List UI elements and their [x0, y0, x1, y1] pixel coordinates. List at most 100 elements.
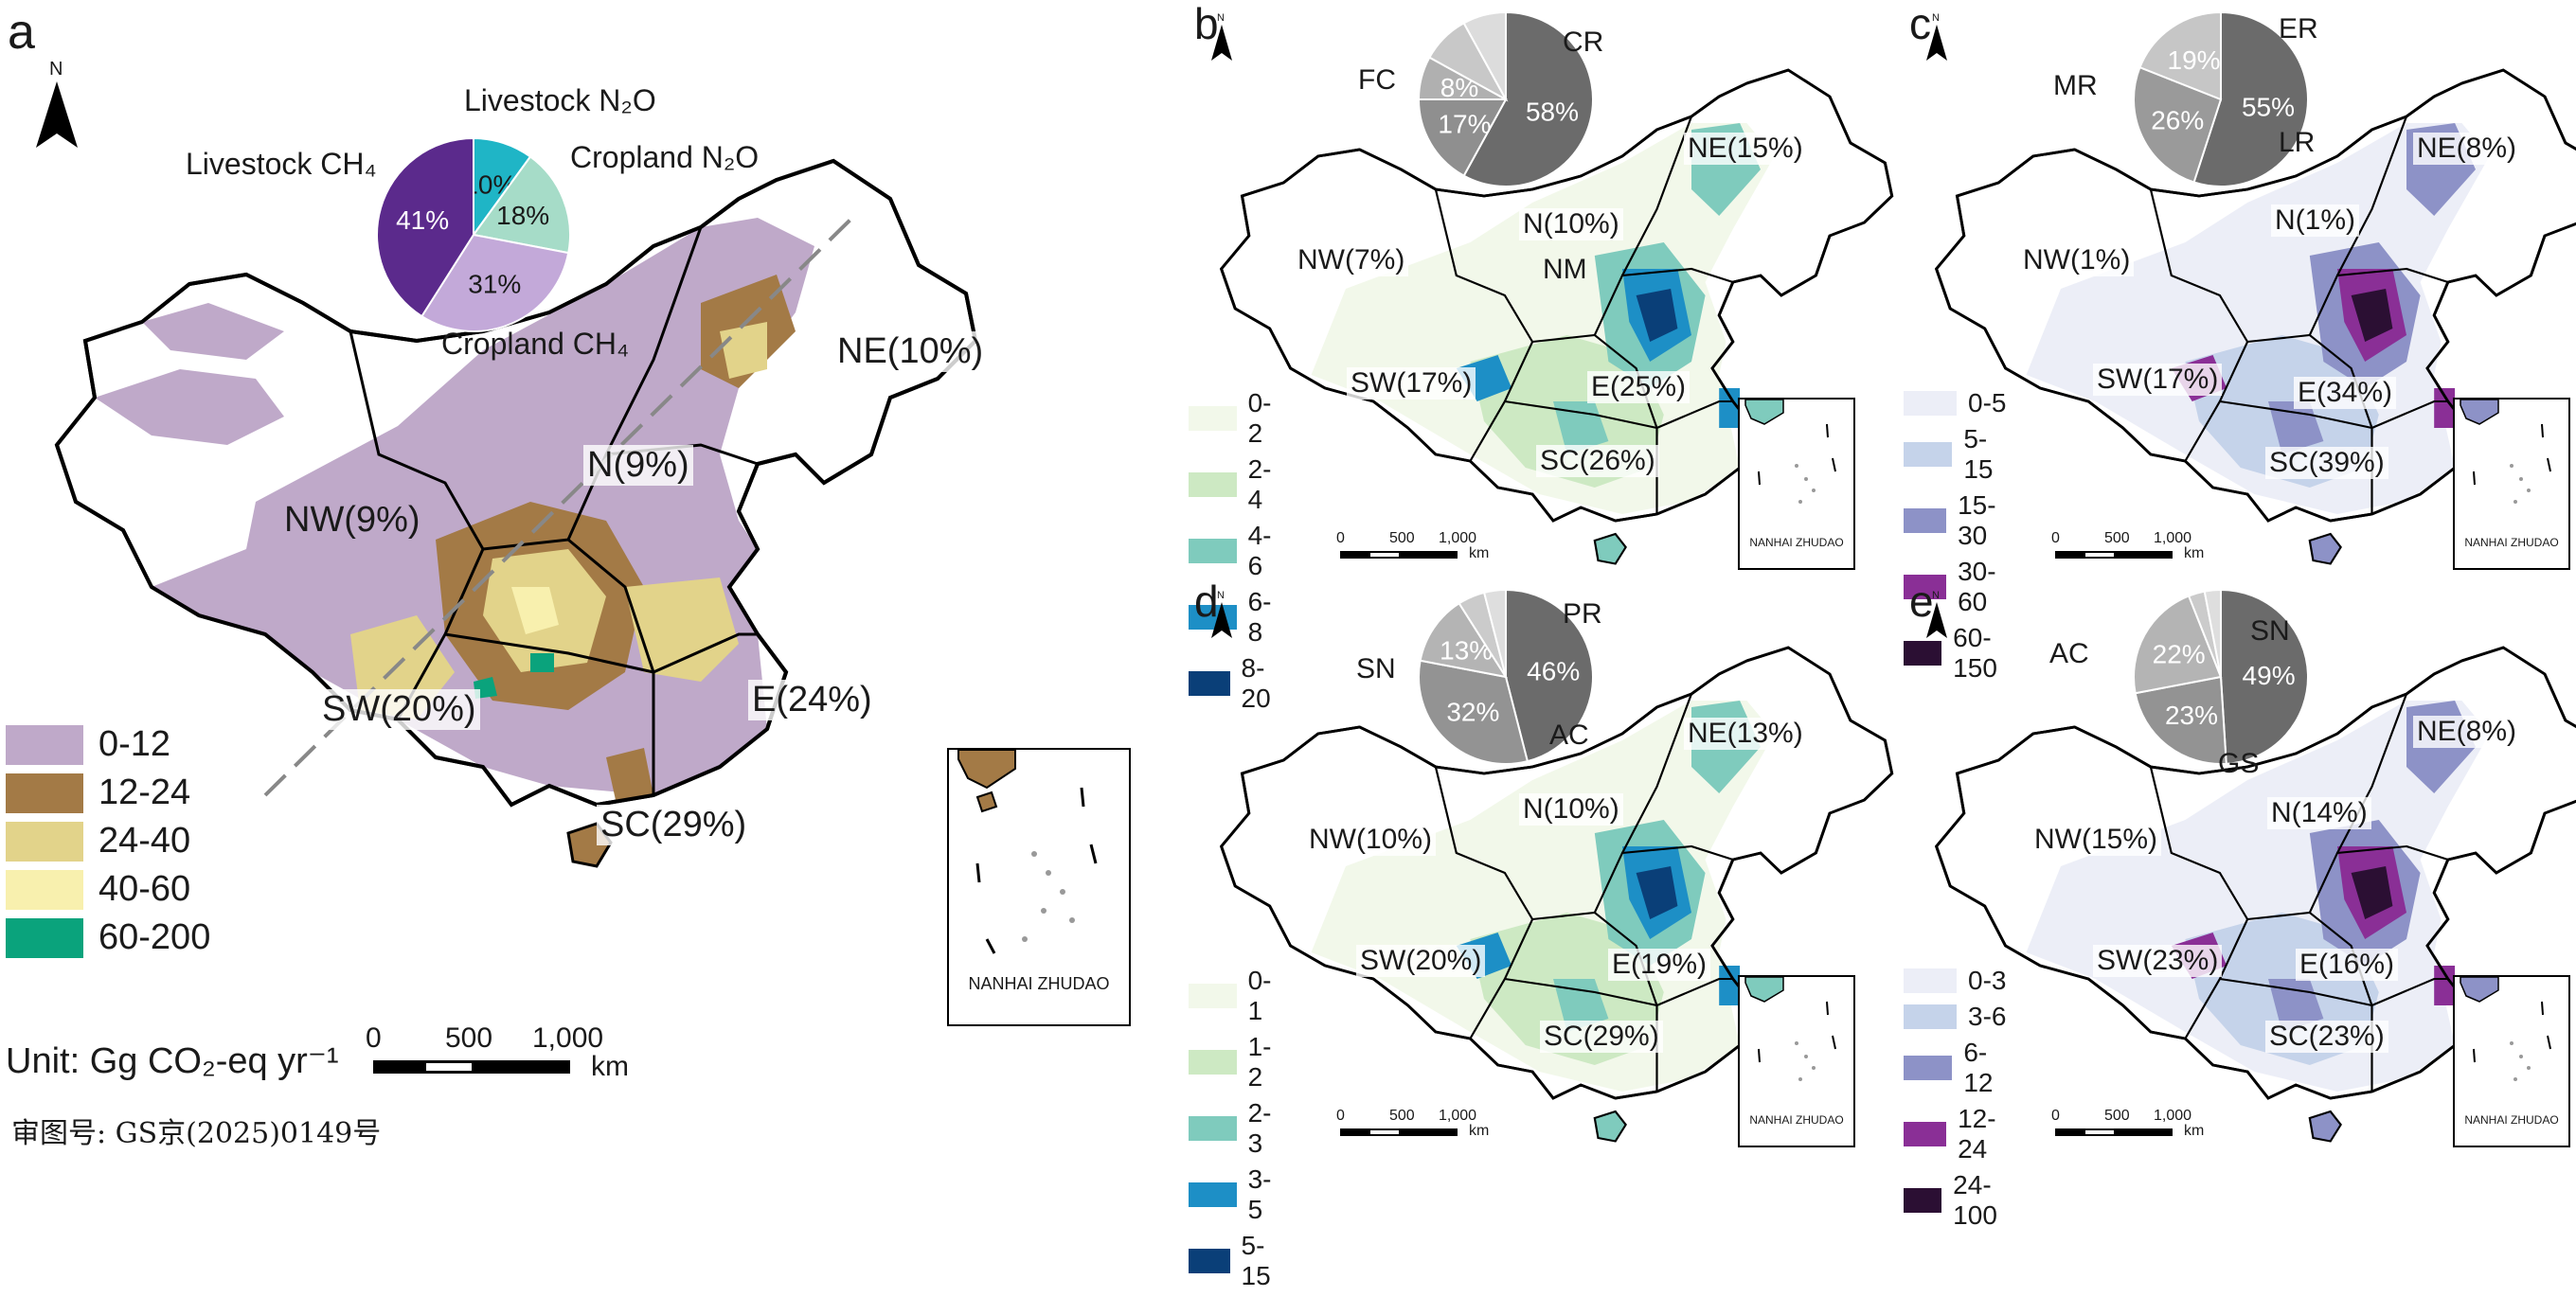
legend-item: 8-20 [1189, 653, 1282, 714]
region-label: NE(8%) [2413, 716, 2521, 748]
pie-slice-label: 31% [468, 269, 521, 298]
legend-item: 0-3 [1904, 966, 2012, 996]
pie-slice-label: 55% [2242, 93, 2295, 122]
north-arrow-icon: N [28, 59, 85, 153]
legend-swatch [1904, 391, 1957, 416]
pie-slice [2134, 675, 2227, 765]
legend-label: 0-2 [1247, 388, 1272, 448]
region-label: NW(15%) [2030, 824, 2162, 856]
legend-item: 0-12 [6, 724, 210, 765]
pie-slice [1462, 10, 1507, 100]
pie-label: SN [1356, 653, 1396, 684]
pie-d: 46%32%13% [1418, 588, 1594, 765]
legend-c: 0-5 5-15 15-30 30-60 60-150 [1904, 388, 2012, 689]
pie-label: ER [2279, 13, 2318, 44]
north-arrow-icon: N [1926, 590, 1947, 638]
legend-d: 0-1 1-2 2-3 3-5 5-15 [1189, 966, 1282, 1297]
legend-item: 15-30 [1904, 490, 2012, 551]
legend-label: 5-15 [1241, 1231, 1271, 1290]
map-patches [95, 218, 814, 800]
legend-swatch [1189, 539, 1237, 563]
pie-label: AC [1549, 720, 1589, 751]
scale-bar: 0 500 1,000 km [1336, 1108, 1530, 1146]
pie-b: 58%17%8% [1417, 10, 1594, 187]
scale-tick-1000: 1,000 [1439, 530, 1477, 546]
region-label: NE(13%) [1684, 718, 1807, 750]
pie-slice-label: 26% [2151, 105, 2204, 134]
scale-bar: 0 500 1,000 km [366, 1022, 629, 1082]
pie-slice [1505, 588, 1594, 763]
legend-swatch [1904, 1188, 1942, 1213]
north-arrow-icon: N [1926, 12, 1947, 61]
scale-tick-500: 500 [1389, 1108, 1415, 1124]
legend-item: 60-200 [6, 917, 210, 958]
legend-item: 2-4 [1189, 454, 1282, 515]
scale-tick-0: 0 [2051, 530, 2060, 546]
region-label: E(16%) [2296, 949, 2399, 981]
inset-nanhai: NANHAI ZHUDAO [2453, 398, 2570, 570]
legend-item: 30-60 [1904, 557, 2012, 617]
region-label-nw: NW(9%) [284, 500, 420, 540]
pie-slice [1462, 10, 1594, 187]
legend-label: 4-6 [1247, 521, 1272, 580]
legend-swatch [1189, 1249, 1230, 1273]
legend-item: 12-24 [6, 773, 210, 813]
legend-label: 1-2 [1247, 1032, 1272, 1092]
legend-label: 2-3 [1247, 1098, 1272, 1158]
legend-label: 0-12 [98, 724, 171, 764]
pie-e: 49% 23% 22% [2133, 588, 2309, 765]
scale-unit: km [591, 1051, 629, 1082]
scale-tick-0: 0 [1336, 530, 1345, 546]
legend-swatch [1904, 641, 1942, 666]
legend-item: 3-6 [1904, 1002, 2012, 1032]
legend-item: 0-2 [1189, 388, 1282, 449]
pie-c: 55% 26% 19% [2133, 10, 2309, 187]
region-label: SC(23%) [2265, 1021, 2388, 1053]
legend-label: 15-30 [1958, 490, 1996, 550]
legend-label: 40-60 [98, 869, 191, 909]
legend-item: 6-12 [1904, 1038, 2012, 1098]
inset-nanhai: NANHAI ZHUDAO [1738, 975, 1855, 1147]
legend-swatch [1904, 1004, 1957, 1029]
legend-item: 2-3 [1189, 1098, 1282, 1159]
region-label: NW(7%) [1294, 244, 1409, 276]
pie-slice-label: 49% [2243, 661, 2296, 690]
scale-tick-500: 500 [445, 1022, 493, 1054]
legend-label: 6-8 [1247, 587, 1272, 647]
pie-slice-label: 41% [396, 205, 449, 235]
scale-tick-500: 500 [1389, 530, 1415, 546]
pie-label: GS [2218, 748, 2260, 779]
scale-unit: km [2184, 545, 2205, 561]
panel-label: b [1194, 0, 1219, 48]
north-arrow-icon: N [1211, 590, 1232, 638]
pie-slice [2138, 10, 2222, 101]
scale-tick-1000: 1,000 [1439, 1108, 1477, 1124]
legend-swatch [1189, 406, 1237, 431]
legend-item: 3-5 [1189, 1164, 1282, 1225]
svg-text:N: N [1932, 590, 1940, 601]
scale-unit: km [1469, 1123, 1490, 1139]
legend-item: 0-1 [1189, 966, 1282, 1026]
pie-label: SN [2250, 615, 2290, 647]
legend-label: 3-6 [1968, 1002, 2007, 1031]
region-label: SW(23%) [2093, 945, 2223, 977]
region-label: SC(39%) [2265, 447, 2388, 479]
legend-item: 12-24 [1904, 1104, 2012, 1164]
region-label: NE(8%) [2413, 133, 2521, 165]
pie-slice-label: 32% [1446, 698, 1499, 727]
scale-bar: 0 500 1,000 km [1336, 530, 1530, 568]
legend-swatch [1189, 671, 1230, 696]
scale-tick-0: 0 [1336, 1108, 1345, 1124]
inset-nanhai: NANHAI ZHUDAO [2453, 975, 2570, 1147]
legend-swatch [6, 869, 83, 910]
region-label: SC(26%) [1536, 445, 1659, 477]
map-c [1935, 68, 2576, 565]
legend-swatch [6, 917, 83, 958]
legend-label: 0-1 [1247, 966, 1272, 1025]
pie-label-livestock-n2o: Livestock N₂O [464, 83, 656, 117]
scale-tick-0: 0 [2051, 1108, 2060, 1124]
pie-slice [472, 155, 571, 255]
legend-swatch [1904, 508, 1947, 533]
pie-slice-label: 58% [1526, 97, 1579, 126]
scale-bar: 0 500 1,000 km [2051, 1108, 2245, 1146]
